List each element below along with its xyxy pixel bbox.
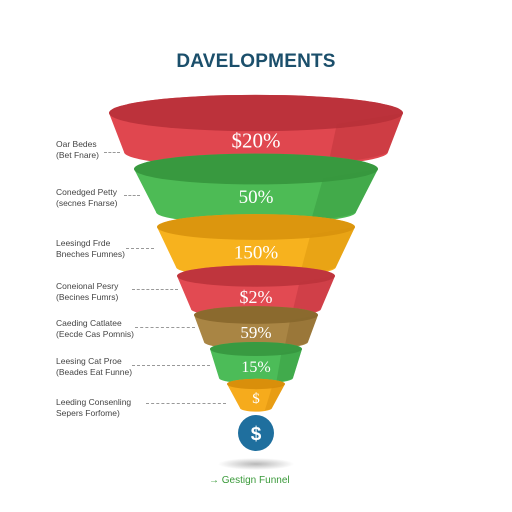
stage-value: 59%: [240, 323, 271, 342]
stage-label-line1: Leesing Cat Proe: [56, 356, 122, 366]
stage-label-2: Conedged Petty (secnes Fnarse): [56, 187, 117, 209]
funnel-caption: → Gestign Funnel: [209, 475, 290, 486]
leader-line: [126, 248, 154, 249]
coin-symbol: $: [251, 424, 262, 445]
stage-value: 150%: [234, 243, 279, 264]
leader-line: [104, 152, 120, 153]
dollar-coin-icon: $: [238, 415, 274, 451]
stage-rim: [157, 214, 355, 240]
stage-rim: [227, 378, 285, 390]
stage-label-line1: Oar Bedes: [56, 139, 97, 149]
funnel-stage-6: 15%: [210, 341, 302, 384]
stage-rim: [134, 153, 378, 185]
stage-label-5: Caeding Catlatee (Eecde Cas Pomnis): [56, 318, 134, 340]
stage-value: $2%: [240, 287, 273, 307]
leader-line: [132, 289, 178, 290]
funnel-stage-5: 59%: [194, 306, 318, 350]
leader-line: [146, 403, 226, 404]
stage-label-line1: Caeding Catlatee: [56, 318, 122, 328]
stage-label-7: Leeding Consenling Sepers Forfome): [56, 397, 131, 419]
funnel-stage-1: $20%: [109, 94, 403, 168]
stage-rim: [194, 306, 318, 324]
base-shadow: [218, 458, 294, 470]
leader-line: [135, 327, 195, 328]
stage-label-1: Oar Bedes (Bet Fnare): [56, 139, 99, 161]
stage-label-line2: (Bet Fnare): [56, 150, 99, 160]
funnel-stage-2: 50%: [134, 153, 378, 224]
stage-value: 15%: [241, 359, 270, 376]
stage-label-line1: Conedged Petty: [56, 187, 117, 197]
funnel-stage-4: $2%: [177, 265, 335, 318]
leader-line: [124, 195, 140, 196]
stage-label-4: Coneional Pesry (Becines Fumrs): [56, 281, 118, 303]
funnel-stages: $20% 50% 150% $2% 59% 15% $: [109, 94, 403, 412]
stage-shading: [276, 349, 302, 382]
stage-label-line2: (Eecde Cas Pomnis): [56, 329, 134, 339]
page-title: DAVELOPMENTS: [176, 51, 336, 72]
stage-shading: [300, 227, 355, 274]
stage-shading: [284, 315, 318, 348]
stage-label-3: Leesingd Frde Bneches Fumnes): [56, 238, 125, 260]
stage-label-line1: Leeding Consenling: [56, 397, 132, 407]
stage-label-line2: Sepers Forfome): [56, 408, 120, 418]
stage-label-line2: Bneches Fumnes): [56, 249, 125, 259]
arrow-right-icon: →: [209, 475, 219, 486]
caption-text: Gestign Funnel: [221, 475, 290, 486]
stage-value: $: [252, 391, 260, 407]
stage-label-6: Leesing Cat Proe (Beades Eat Funne): [56, 356, 132, 378]
stage-label-line2: (secnes Fnarse): [56, 198, 118, 208]
funnel-stage-3: 150%: [157, 214, 355, 277]
stage-rim: [177, 265, 335, 287]
stage-rim: [210, 341, 302, 357]
stage-label-line2: (Becines Fumrs): [56, 292, 119, 302]
funnel-stage-7: $: [227, 378, 285, 412]
stage-label-line1: Leesingd Frde: [56, 238, 111, 248]
stage-rim: [109, 94, 403, 132]
stage-value: $20%: [232, 128, 281, 152]
stage-label-line1: Coneional Pesry: [56, 281, 119, 291]
stage-shading: [311, 169, 378, 221]
stage-shading: [264, 384, 285, 411]
stage-shading: [291, 276, 335, 315]
stage-value: 50%: [239, 187, 274, 208]
leader-line: [132, 365, 210, 366]
stage-label-line2: (Beades Eat Funne): [56, 367, 133, 377]
